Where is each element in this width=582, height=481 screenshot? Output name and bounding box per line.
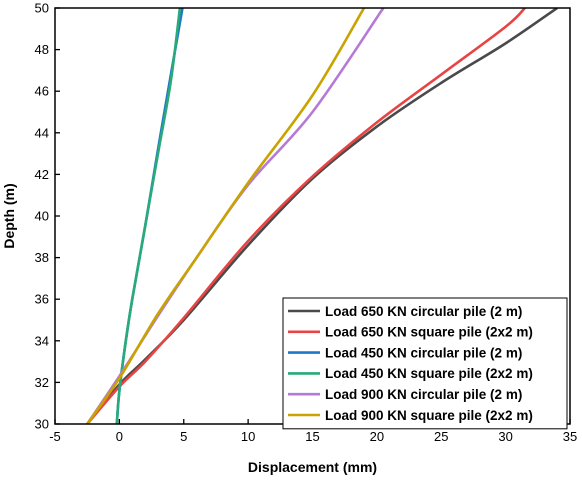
- y-tick-label: 32: [35, 375, 49, 390]
- y-tick-label: 42: [35, 167, 49, 182]
- x-tick-label: 30: [498, 429, 512, 444]
- legend-label: Load 650 KN circular pile (2 m): [325, 304, 522, 319]
- legend-label: Load 900 KN square pile (2x2 m): [325, 408, 533, 423]
- y-tick-label: 34: [35, 333, 49, 348]
- y-tick-label: 36: [35, 292, 49, 307]
- x-tick-label: 15: [305, 429, 319, 444]
- y-tick-label: 50: [35, 1, 49, 16]
- y-tick-label: 44: [35, 125, 49, 140]
- series-line-2: [86, 8, 526, 424]
- y-tick-label: 48: [35, 42, 49, 57]
- x-tick-label: 10: [241, 429, 255, 444]
- x-tick-label: -5: [49, 429, 61, 444]
- x-tick-label: 25: [434, 429, 448, 444]
- x-tick-label: 5: [180, 429, 187, 444]
- y-tick-label: 30: [35, 417, 49, 432]
- x-tick-label: 0: [116, 429, 123, 444]
- x-tick-label: 35: [563, 429, 577, 444]
- series-line-1: [86, 8, 558, 424]
- x-axis-title: Displacement (mm): [248, 459, 377, 475]
- legend-label: Load 450 KN square pile (2x2 m): [325, 366, 533, 381]
- series-layer: [86, 8, 558, 424]
- series-line-6: [86, 8, 366, 424]
- legend-box: [282, 297, 568, 430]
- y-axis-title: Depth (m): [1, 183, 17, 248]
- legend-label: Load 650 KN square pile (2x2 m): [325, 325, 533, 340]
- legend-label: Load 450 KN circular pile (2 m): [325, 345, 522, 360]
- y-tick-label: 40: [35, 209, 49, 224]
- legend-label: Load 900 KN circular pile (2 m): [325, 387, 522, 402]
- y-tick-label: 46: [35, 84, 49, 99]
- x-tick-label: 20: [370, 429, 384, 444]
- y-tick-label: 38: [35, 250, 49, 265]
- series-line-4: [115, 8, 182, 424]
- legend: Load 650 KN circular pile (2 m) Load 650 …: [282, 297, 568, 430]
